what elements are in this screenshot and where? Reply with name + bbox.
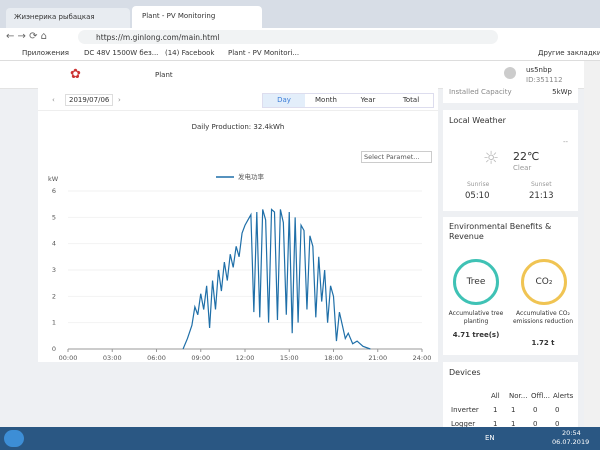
omnibox[interactable]: https://m.ginlong.com/main.html	[78, 30, 498, 44]
y-tick-label: 4	[52, 240, 56, 248]
column-header: Offl...	[531, 392, 550, 400]
tab[interactable]: Жиэнерика рыбацкая	[6, 8, 130, 28]
device-name: Logger	[451, 420, 476, 428]
bookmark[interactable]: Приложения	[22, 49, 69, 57]
device-count: 0	[533, 420, 538, 428]
bookmarks-bar: Приложения DC 48V 1500W без... (14) Face…	[0, 47, 600, 61]
column-header: Nor...	[509, 392, 528, 400]
series-line	[182, 208, 371, 350]
nav-link[interactable]: Plant	[155, 71, 173, 79]
bookmark[interactable]: DC 48V 1500W без...	[84, 49, 159, 57]
condition: Clear	[513, 164, 532, 172]
parameter-select[interactable]: Select Paramet...	[361, 151, 432, 163]
sunrise: 05:10	[465, 191, 490, 201]
user-id: ID:351112	[526, 76, 563, 84]
user-name[interactable]: us5nbp	[526, 66, 552, 74]
card-title: Local Weather	[449, 116, 506, 125]
label: Accumulative tree planting	[448, 310, 504, 325]
co2-value: 1.72 t	[531, 339, 555, 347]
label: Sunset	[531, 181, 552, 188]
address-bar: ← → ⟳ ⌂ https://m.ginlong.com/main.html	[0, 28, 600, 47]
location: --	[563, 138, 569, 146]
benefits-card: Environmental Benefits & Revenue Tree CO…	[443, 217, 578, 355]
label: Installed Capacity	[449, 88, 512, 96]
tab-active[interactable]: Plant - PV Monitoring	[132, 6, 262, 28]
bookmark[interactable]: Plant - PV Monitori...	[228, 49, 300, 57]
weather-card: Local Weather -- ☼ 22℃ Clear Sunrise 05:…	[443, 110, 578, 211]
tab-title: Plant - PV Monitoring	[142, 12, 216, 20]
x-tick-label: 12:00	[236, 354, 255, 362]
y-tick-label: 1	[52, 319, 56, 327]
tree-badge: Tree	[453, 259, 499, 305]
bookmark[interactable]: Другие закладки	[538, 49, 600, 57]
co2-badge: CO₂	[521, 259, 567, 305]
y-tick-label: 0	[52, 345, 56, 353]
value: 5kWp	[552, 88, 572, 96]
date-picker[interactable]: 2019/07/06	[65, 94, 114, 106]
period-tab[interactable]: Month	[315, 96, 337, 104]
bookmark[interactable]: (14) Facebook	[165, 49, 215, 57]
x-tick-label: 18:00	[324, 354, 343, 362]
column-header: All	[491, 392, 500, 400]
x-tick-label: 03:00	[103, 354, 122, 362]
y-tick-label: 2	[52, 292, 56, 300]
tab-title: Жиэнерика рыбацкая	[14, 13, 95, 21]
label: Accumulative CO₂ emissions reduction	[512, 310, 574, 325]
y-tick-label: 3	[52, 266, 56, 274]
period-tabs: Day Month Year Total	[262, 93, 434, 108]
device-count: 1	[511, 420, 516, 428]
card-title: Devices	[449, 368, 481, 377]
sunset: 21:13	[529, 191, 554, 201]
tree-value: 4.71 tree(s)	[452, 331, 500, 339]
y-axis-label: kW	[48, 175, 59, 183]
legend-label: 发电功率	[238, 172, 265, 181]
capacity-card: Installed Capacity 5kWp	[443, 88, 578, 103]
x-tick-label: 21:00	[368, 354, 387, 362]
device-count: 1	[493, 406, 498, 414]
device-count: 0	[533, 406, 538, 414]
period-tab[interactable]: Total	[402, 96, 420, 104]
url: https://m.ginlong.com/main.html	[96, 33, 220, 42]
x-tick-label: 06:00	[147, 354, 166, 362]
site-header: ✿ Plant us5nbp ID:351112	[0, 61, 584, 89]
taskbar: EN 20:54 06.07.2019	[0, 427, 600, 450]
label: Sunrise	[467, 181, 490, 188]
period-tab[interactable]: Year	[360, 96, 376, 104]
x-tick-label: 09:00	[191, 354, 210, 362]
scrollbar	[584, 61, 600, 427]
column-header: Alerts	[553, 392, 574, 400]
temperature: 22℃	[513, 150, 540, 163]
device-name: Inverter	[451, 406, 479, 414]
card-title: Environmental Benefits & Revenue	[449, 222, 552, 241]
period-tab[interactable]: Day	[263, 94, 305, 107]
power-chart: kW 0 1 2 3 4 5 6 00:00 03:00 06:00 09:00 12:00 15:00 1…	[48, 172, 432, 362]
device-count: 0	[555, 420, 560, 428]
y-tick-label: 5	[52, 213, 56, 221]
device-count: 1	[511, 406, 516, 414]
device-count: 1	[493, 420, 498, 428]
x-tick-label: 00:00	[59, 354, 78, 362]
y-tick-label: 6	[52, 187, 56, 195]
clock-time: 20:54	[562, 429, 581, 437]
x-tick-label: 24:00	[413, 354, 432, 362]
language[interactable]: EN	[485, 434, 495, 442]
x-tick-label: 15:00	[280, 354, 299, 362]
production-card: ‹ 2019/07/06 › Day Month Year Total Dail…	[38, 88, 438, 362]
clock-date: 06.07.2019	[552, 438, 590, 446]
daily-production: Daily Production: 32.4kWh	[191, 123, 285, 131]
devices-card: Devices All Nor... Offl... Alerts Inverter 1 1…	[443, 362, 578, 428]
device-count: 0	[555, 406, 560, 414]
